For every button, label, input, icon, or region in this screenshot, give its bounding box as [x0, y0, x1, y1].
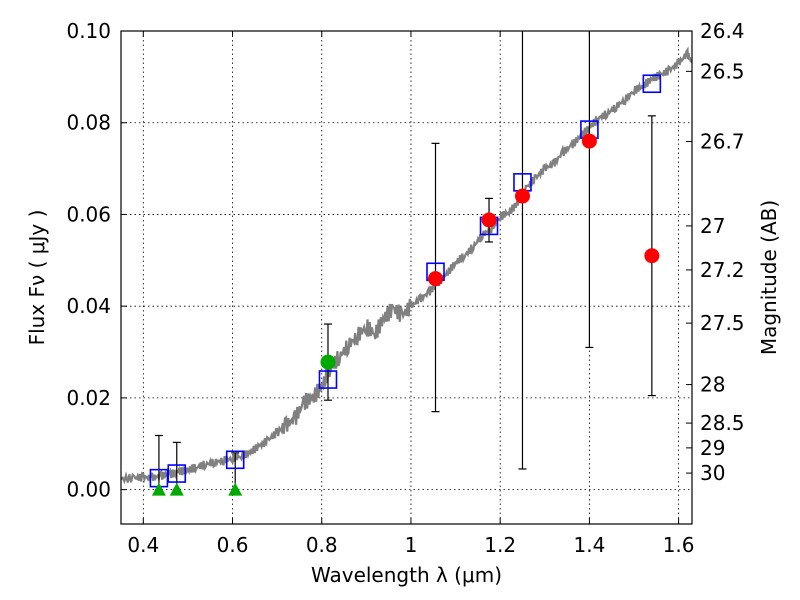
y-axis-title: Flux Fν ( μJy ) [25, 210, 49, 346]
x-tick-label: 0.4 [127, 533, 159, 557]
detection-circle-point [514, 188, 530, 204]
x-tick-label: 1.4 [573, 533, 605, 557]
model-square-point [225, 450, 245, 470]
magnitude-tick-label: 28.5 [700, 411, 745, 435]
x-tick-label: 1.2 [484, 533, 516, 557]
y-tick-label: 0.02 [66, 386, 111, 410]
magnitude-tick-label: 29 [700, 436, 725, 460]
detection-circle-point [320, 354, 336, 370]
magnitude-tick-label: 28 [700, 373, 725, 397]
model-square-point [642, 74, 662, 94]
y2-axis-title: Magnitude (AB) [757, 200, 781, 355]
x-axis-title: Wavelength λ (μm) [311, 563, 502, 587]
magnitude-tick-label: 26.4 [700, 19, 745, 43]
magnitude-tick-label: 27 [700, 214, 725, 238]
model-square-point [167, 464, 187, 483]
x-tick-label: 1.6 [663, 533, 695, 557]
detection-circle-point [581, 133, 597, 149]
detection-circle-point [481, 212, 497, 228]
x-tick-label: 0.8 [306, 533, 338, 557]
detection-circle-point [427, 271, 443, 287]
magnitude-tick-label: 30 [700, 461, 725, 485]
grid-layer [121, 30, 692, 524]
nondetection-point-layer [151, 482, 243, 496]
detection-point-layer [320, 133, 660, 370]
y-tick-label: 0.00 [66, 478, 111, 502]
x-tick-label: 1 [405, 533, 418, 557]
plot-frame [120, 30, 693, 525]
nondetection-triangle-point [169, 482, 184, 496]
magnitude-tick-label: 27.2 [700, 258, 745, 282]
nondetection-triangle-point [228, 482, 243, 496]
model-square-point [318, 370, 338, 389]
y-tick-label: 0.06 [66, 202, 111, 226]
errorbar-layer [154, 31, 656, 491]
detection-circle-point [644, 248, 660, 264]
magnitude-tick-label: 27.5 [700, 311, 745, 335]
y-tick-label: 0.10 [66, 19, 111, 43]
spectrum-line [121, 46, 692, 485]
x-tick-label: 0.6 [217, 533, 249, 557]
magnitude-tick-label: 26.5 [700, 59, 745, 83]
spectrum-layer [121, 46, 692, 485]
y-tick-label: 0.08 [66, 111, 111, 135]
tick-layer: 0.4 0.6 0.8 1 1.2 1.4 1.6 0.00 0.02 0.04 0.06 0.08 0… [66, 19, 744, 557]
nondetection-triangle-point [151, 482, 166, 496]
magnitude-tick-label: 26.7 [700, 130, 745, 154]
y-tick-label: 0.04 [66, 294, 111, 318]
